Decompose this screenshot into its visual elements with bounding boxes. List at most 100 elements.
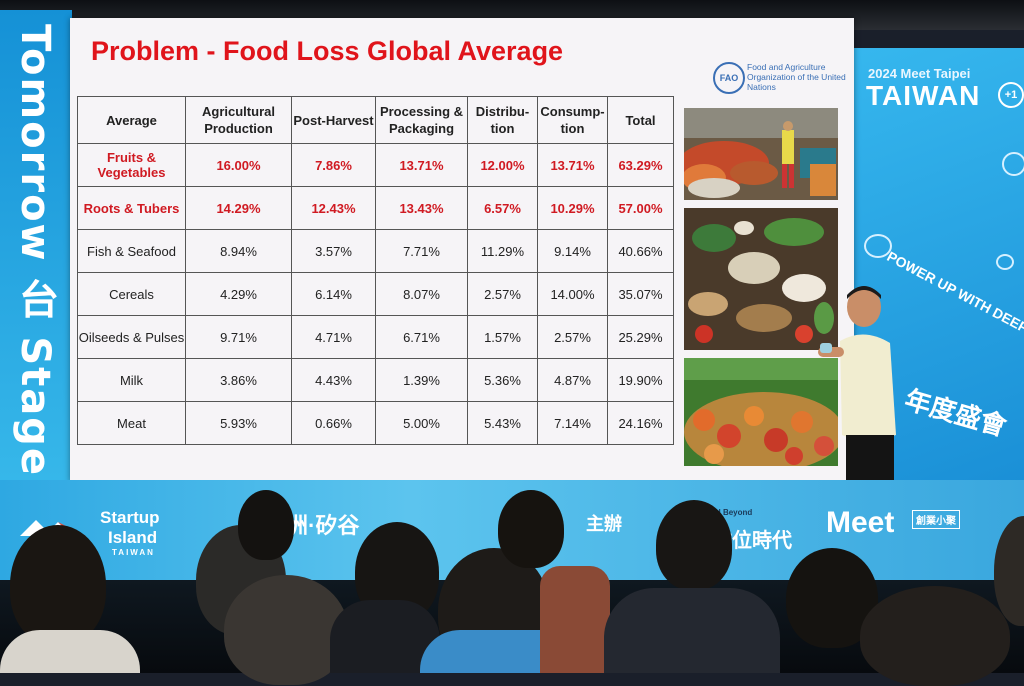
table-row: Fish & Seafood 8.94% 3.57% 7.71% 11.29% … xyxy=(77,229,674,273)
island-text: Island xyxy=(108,528,158,547)
table-cell: 12.43% xyxy=(291,186,376,230)
event-chinese-title: 年度盛會 xyxy=(901,384,1010,442)
table-cell: 5.93% xyxy=(185,401,292,445)
food-scraps-photo xyxy=(684,208,838,350)
column-header: Consump-tion xyxy=(537,96,608,144)
column-header: Total xyxy=(607,96,674,144)
table-row: Roots & Tubers 14.29% 12.43% 13.43% 6.57… xyxy=(77,186,674,230)
table-header-row: Average Agricultural Production Post-Har… xyxy=(77,96,674,144)
table-cell: 57.00% xyxy=(607,186,674,230)
table-cell: 0.66% xyxy=(291,401,376,445)
meet-logo: Meet xyxy=(826,506,895,539)
table-cell: 13.71% xyxy=(537,143,608,187)
table-cell: 11.29% xyxy=(467,229,538,273)
startup-text: Startup xyxy=(100,508,160,527)
left-stage-banner: Tomorrow 台 Stage xyxy=(0,10,72,490)
table-cell: 4.87% xyxy=(537,358,608,402)
table-cell: 3.57% xyxy=(291,229,376,273)
table-cell: 14.00% xyxy=(537,272,608,316)
table-cell: 6.71% xyxy=(375,315,468,359)
tomato-field-photo xyxy=(684,358,838,466)
table-cell: 10.29% xyxy=(537,186,608,230)
audience-head xyxy=(498,490,564,568)
table-cell: 4.43% xyxy=(291,358,376,402)
event-logo-plus: +1 xyxy=(998,82,1024,108)
table-cell: 19.90% xyxy=(607,358,674,402)
table-cell: 6.14% xyxy=(291,272,376,316)
table-cell: 9.14% xyxy=(537,229,608,273)
fao-logo: FAO Food and Agriculture Organization of… xyxy=(713,62,855,96)
column-header: Distribu-tion xyxy=(467,96,538,144)
table-row: Meat 5.93% 0.66% 5.00% 5.43% 7.14% 24.16… xyxy=(77,401,674,445)
table-cell: 35.07% xyxy=(607,272,674,316)
audience-shoulders xyxy=(604,588,780,673)
row-label: Fish & Seafood xyxy=(77,229,186,273)
audience-shoulders xyxy=(0,630,140,673)
column-header: Processing & Packaging xyxy=(375,96,468,144)
table-cell: 4.29% xyxy=(185,272,292,316)
column-header: Average xyxy=(77,96,186,144)
table-cell: 6.57% xyxy=(467,186,538,230)
table-cell: 7.14% xyxy=(537,401,608,445)
asvda-logo: 洲·矽谷 xyxy=(286,513,360,538)
table-row: Milk 3.86% 4.43% 1.39% 5.36% 4.87% 19.90… xyxy=(77,358,674,402)
table-cell: 4.71% xyxy=(291,315,376,359)
table-cell: 5.00% xyxy=(375,401,468,445)
table-cell: 2.57% xyxy=(467,272,538,316)
fao-org-name: Food and Agriculture Organization of the… xyxy=(747,62,846,92)
speech-bubble-icon xyxy=(1002,152,1024,176)
table-cell: 63.29% xyxy=(607,143,674,187)
audience-head xyxy=(656,500,732,590)
table-cell: 14.29% xyxy=(185,186,292,230)
row-label: Milk xyxy=(77,358,186,402)
slide-title: Problem - Food Loss Global Average xyxy=(91,36,564,66)
table-cell: 9.71% xyxy=(185,315,292,359)
meet-tag: 創業小聚 xyxy=(912,510,960,529)
stage-name: Tomorrow 台 Stage xyxy=(12,24,58,478)
table-cell: 40.66% xyxy=(607,229,674,273)
table-cell: 25.29% xyxy=(607,315,674,359)
table-row: Oilseeds & Pulses 9.71% 4.71% 6.71% 1.57… xyxy=(77,315,674,359)
table-cell: 8.07% xyxy=(375,272,468,316)
table-cell: 3.86% xyxy=(185,358,292,402)
column-header: Post-Harvest xyxy=(291,96,376,144)
audience-head xyxy=(860,586,1010,686)
speech-bubble-icon xyxy=(864,234,892,258)
table-cell: 7.71% xyxy=(375,229,468,273)
table-cell: 2.57% xyxy=(537,315,608,359)
table-cell: 5.43% xyxy=(467,401,538,445)
digital-era-logo: 數位時代 xyxy=(712,530,792,552)
table-cell: 16.00% xyxy=(185,143,292,187)
event-logo: TAIWAN xyxy=(866,80,981,111)
audience-head xyxy=(238,490,294,560)
audience-shoulders xyxy=(540,566,610,673)
organizer-label: 主辦 xyxy=(586,514,622,534)
food-loss-table: Average Agricultural Production Post-Har… xyxy=(77,96,674,445)
taiwan-text: TAIWAN xyxy=(112,548,155,557)
table-row: Cereals 4.29% 6.14% 8.07% 2.57% 14.00% 3… xyxy=(77,272,674,316)
table-cell: 5.36% xyxy=(467,358,538,402)
table-cell: 8.94% xyxy=(185,229,292,273)
fao-emblem-icon: FAO xyxy=(713,62,745,94)
presentation-slide: Problem - Food Loss Global Average FAO F… xyxy=(70,18,854,482)
row-label: Meat xyxy=(77,401,186,445)
row-label: Oilseeds & Pulses xyxy=(77,315,186,359)
table-cell: 1.57% xyxy=(467,315,538,359)
audience-head xyxy=(10,525,106,645)
table-cell: 13.43% xyxy=(375,186,468,230)
photo-column xyxy=(684,108,838,474)
market-waste-photo xyxy=(684,108,838,200)
table-cell: 12.00% xyxy=(467,143,538,187)
event-name: 2024 Meet Taipei xyxy=(868,66,971,81)
row-label: Roots & Tubers xyxy=(77,186,186,230)
speech-bubble-icon xyxy=(996,254,1014,270)
row-label: Cereals xyxy=(77,272,186,316)
table-cell: 1.39% xyxy=(375,358,468,402)
column-header: Agricultural Production xyxy=(185,96,292,144)
table-cell: 13.71% xyxy=(375,143,468,187)
row-label: Fruits & Vegetables xyxy=(77,143,186,187)
table-cell: 24.16% xyxy=(607,401,674,445)
audience-head xyxy=(224,575,348,685)
table-cell: 7.86% xyxy=(291,143,376,187)
table-row: Fruits & Vegetables 16.00% 7.86% 13.71% … xyxy=(77,143,674,187)
